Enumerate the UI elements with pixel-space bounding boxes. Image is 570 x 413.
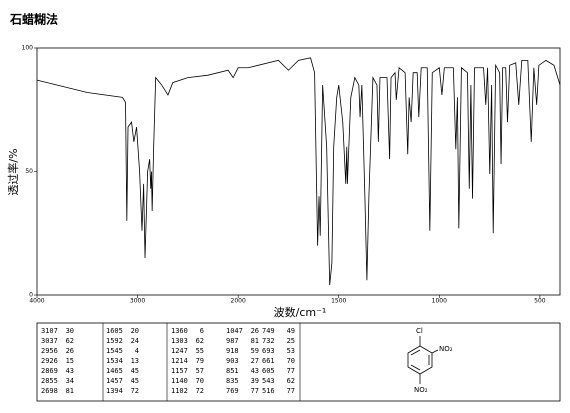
bond [431,349,439,354]
peak-wavenumber: 2698 [41,387,58,395]
peak-wavenumber: 543 [262,377,275,385]
peak-wavenumber: 605 [262,367,275,375]
peak-transmittance: 79 [196,357,204,365]
peak-transmittance: 15 [66,357,74,365]
peak-wavenumber: 2855 [41,377,58,385]
peak-wavenumber: 1592 [106,337,123,345]
y-tick-label: 0 [29,292,33,299]
peak-wavenumber: 1102 [171,387,188,395]
x-tick-label: 4000 [29,298,44,305]
peak-wavenumber: 835 [226,377,239,385]
peak-wavenumber: 1047 [226,327,243,335]
peak-wavenumber: 1457 [106,377,123,385]
x-label: 波数/cm⁻¹ [274,306,327,319]
peak-transmittance: 55 [196,347,204,355]
peak-wavenumber: 1214 [171,357,188,365]
x-tick-label: 1000 [432,298,447,305]
peak-wavenumber: 732 [262,337,275,345]
peak-wavenumber: 1465 [106,367,123,375]
peak-transmittance: 39 [251,377,259,385]
peak-wavenumber: 769 [226,387,239,395]
peak-wavenumber: 1394 [106,387,123,395]
plot-frame [36,47,561,296]
structure-label: NO₂ [439,345,453,353]
peak-transmittance: 25 [287,337,295,345]
spectrum-line [36,57,561,286]
peak-wavenumber: 516 [262,387,275,395]
peak-transmittance: 43 [66,367,74,375]
peak-wavenumber: 2926 [41,357,58,365]
peak-transmittance: 53 [287,347,295,355]
peak-wavenumber: 851 [226,367,239,375]
peak-wavenumber: 3107 [41,327,58,335]
peak-transmittance: 77 [287,367,295,375]
peak-transmittance: 70 [287,357,295,365]
peak-transmittance: 30 [66,327,74,335]
peak-wavenumber: 661 [262,357,275,365]
structure [407,336,439,384]
peak-transmittance: 57 [196,367,204,375]
y-label: 透过率/% [6,148,20,195]
x-tick-label: 3000 [130,298,145,305]
peak-wavenumber: 903 [226,357,239,365]
peak-transmittance: 26 [251,327,259,335]
peak-transmittance: 45 [131,367,139,375]
peak-wavenumber: 2869 [41,367,58,375]
peak-transmittance: 4 [135,347,139,355]
peak-wavenumber: 1140 [171,377,188,385]
peak-transmittance: 27 [251,357,259,365]
peak-wavenumber: 1360 [171,327,188,335]
peak-wavenumber: 2956 [41,347,58,355]
peak-wavenumber: 987 [226,337,239,345]
peak-wavenumber: 749 [262,327,275,335]
y-tick-label: 50 [25,168,33,175]
title: 石蜡糊法 [9,12,58,27]
peak-wavenumber: 1247 [171,347,188,355]
peak-transmittance: 20 [131,327,139,335]
peak-transmittance: 62 [287,377,295,385]
peak-wavenumber: 1157 [171,367,188,375]
peak-transmittance: 62 [66,337,74,345]
x-tick-label: 2000 [231,298,246,305]
peak-wavenumber: 693 [262,347,275,355]
peak-transmittance: 59 [251,347,259,355]
peak-wavenumber: 1605 [106,327,123,335]
peak-transmittance: 43 [251,367,259,375]
bond [410,349,421,356]
peak-transmittance: 6 [200,327,204,335]
peak-wavenumber: 1545 [106,347,123,355]
peak-wavenumber: 918 [226,347,239,355]
peak-transmittance: 45 [131,377,139,385]
peak-transmittance: 13 [131,357,139,365]
peak-transmittance: 70 [196,377,204,385]
structure-label: NO₂ [414,386,428,394]
peak-transmittance: 72 [131,387,139,395]
peak-transmittance: 24 [131,337,139,345]
peak-transmittance: 26 [66,347,74,355]
peak-transmittance: 81 [251,337,259,345]
peak-transmittance: 77 [287,387,295,395]
peak-transmittance: 62 [196,337,204,345]
bond [410,364,421,371]
peak-wavenumber: 1303 [171,337,188,345]
peak-transmittance: 72 [196,387,204,395]
structure-label: Cl [416,327,423,335]
peak-transmittance: 81 [66,387,74,395]
peak-wavenumber: 1534 [106,357,123,365]
y-tick-label: 100 [22,45,34,52]
x-tick-label: 1500 [331,298,346,305]
peak-wavenumber: 3037 [41,337,58,345]
table-frame [36,322,561,402]
peak-transmittance: 77 [251,387,259,395]
x-tick-label: 500 [534,298,546,305]
peak-transmittance: 34 [66,377,74,385]
peak-transmittance: 49 [287,327,295,335]
